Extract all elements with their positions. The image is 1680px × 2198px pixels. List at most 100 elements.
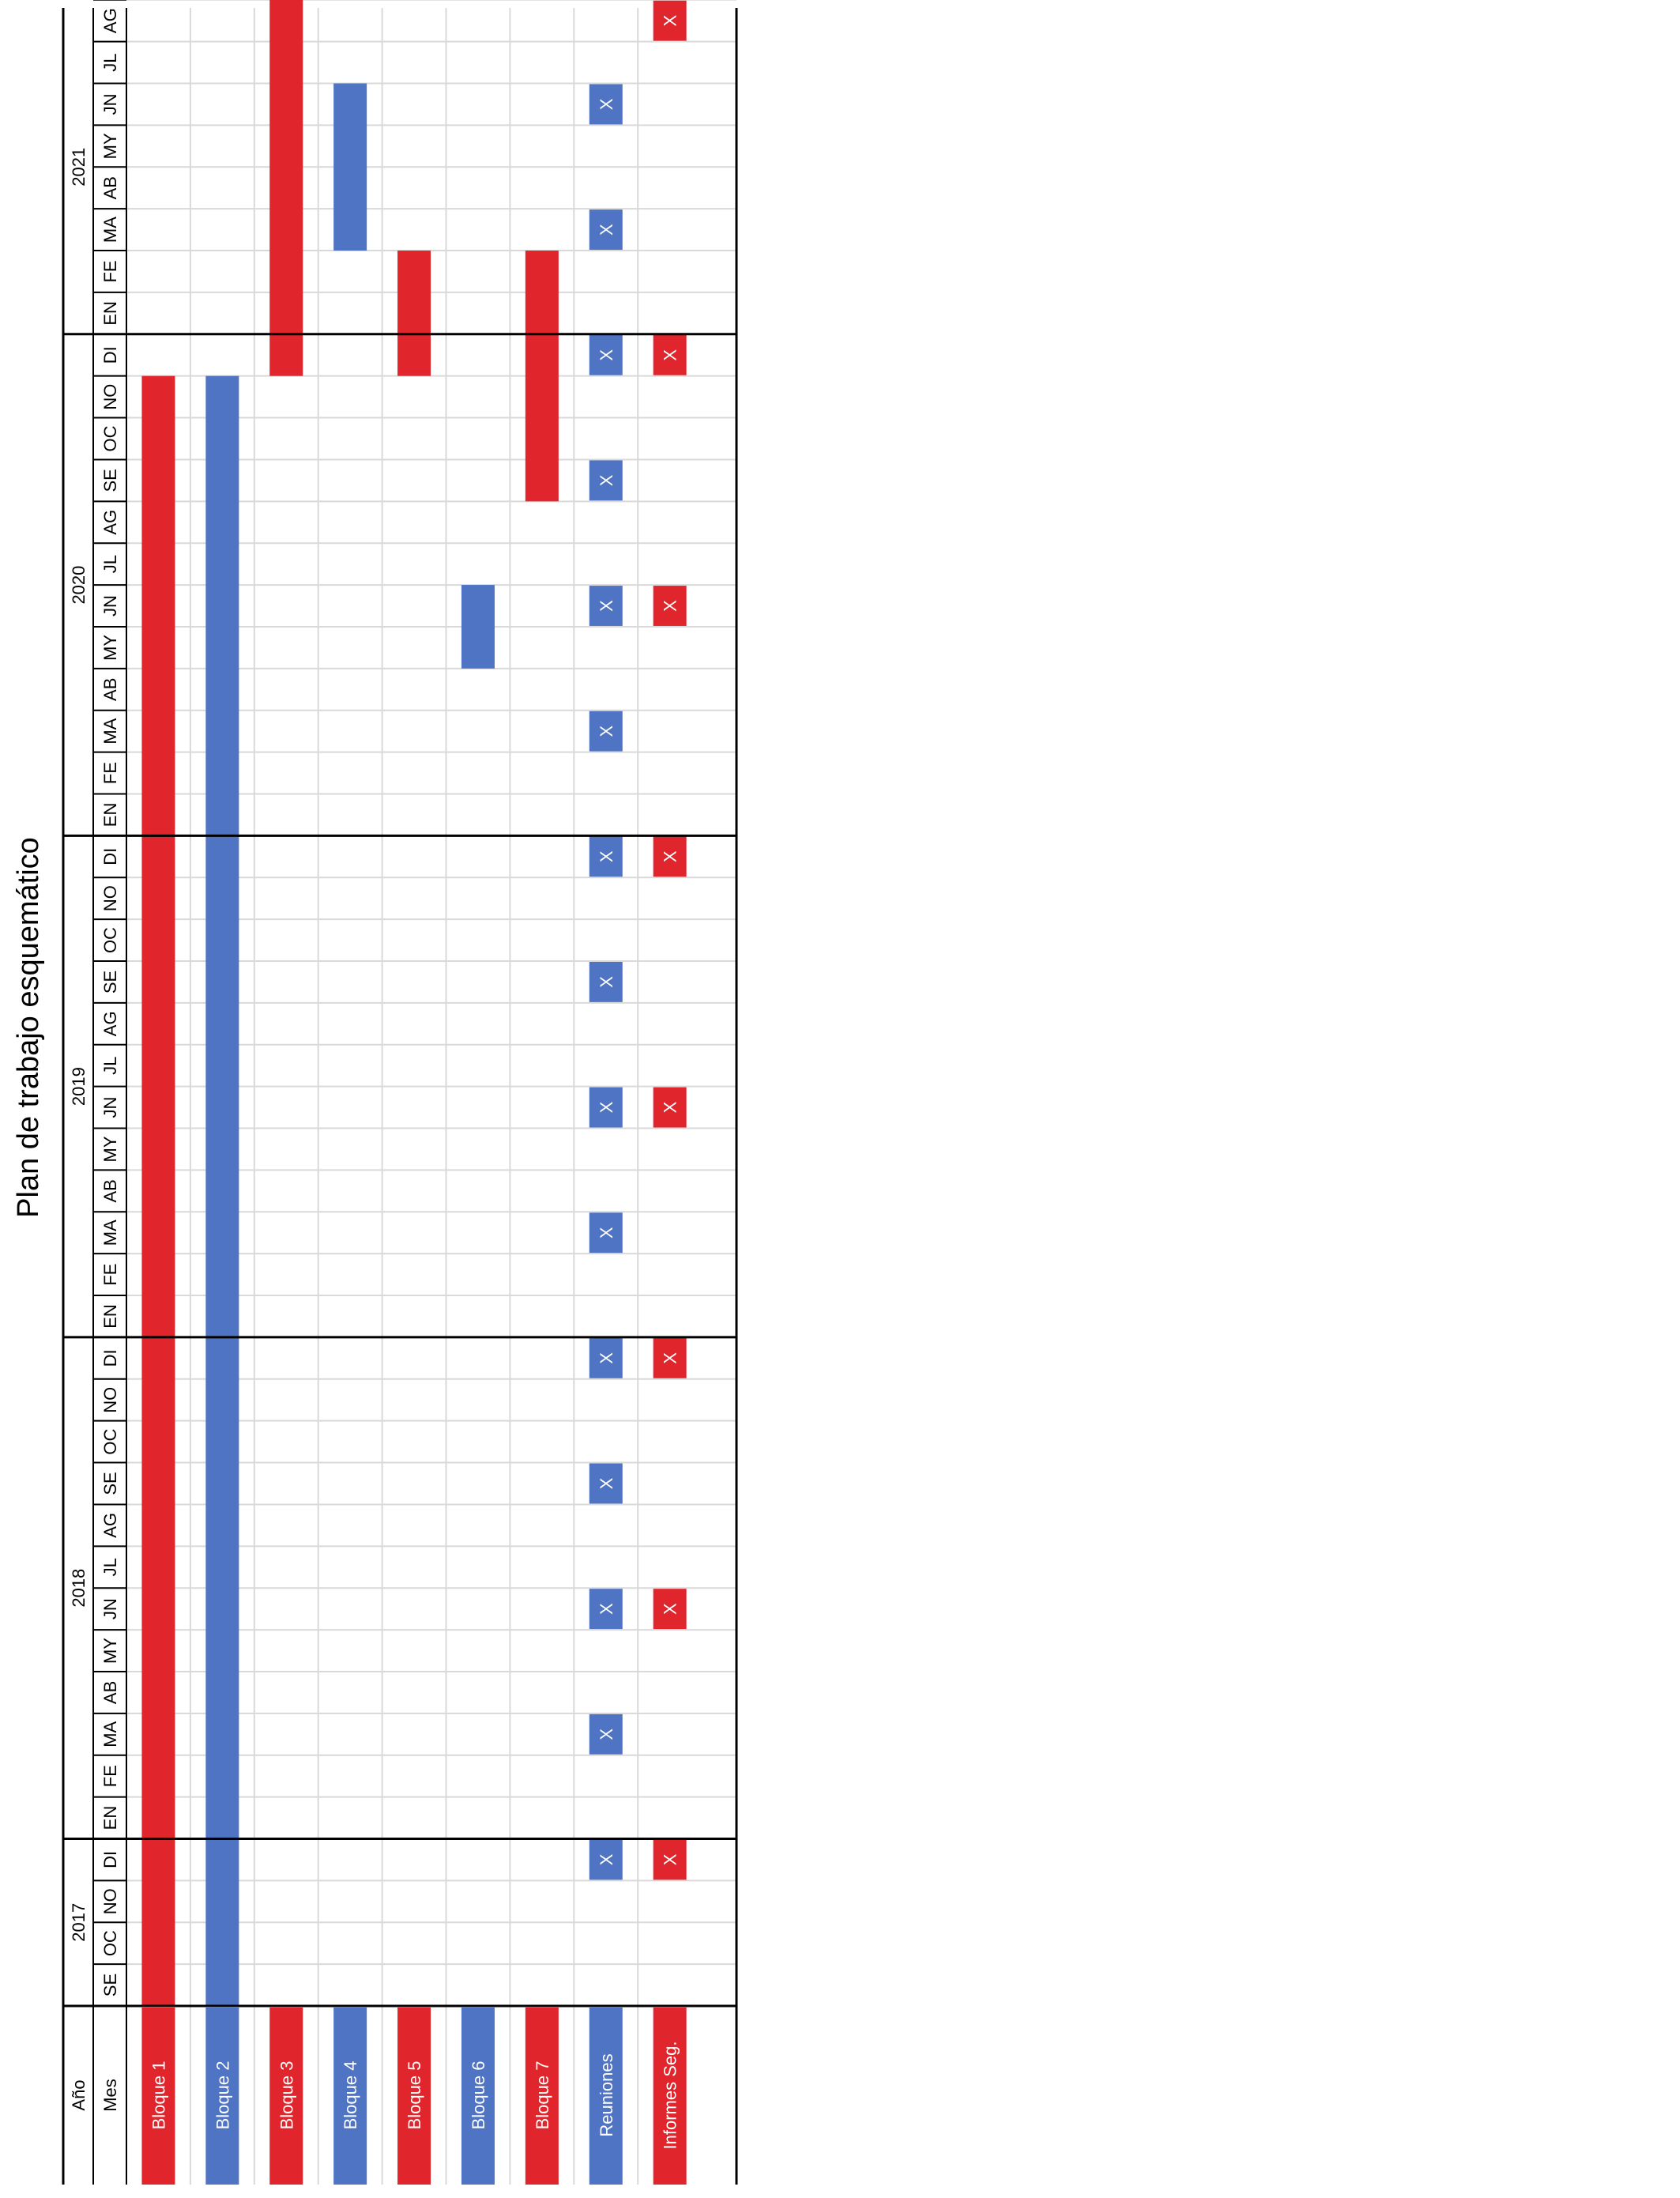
month-label: AB [100, 176, 120, 199]
milestone-label: X [597, 850, 616, 862]
milestone-mark [653, 1337, 687, 1378]
month-label: MY [100, 1136, 120, 1162]
month-label: MA [100, 1220, 120, 1246]
task-label-bg [525, 2008, 559, 2185]
month-label: SE [100, 469, 120, 492]
month-label: DI [100, 1349, 120, 1367]
task-bar [461, 585, 495, 669]
year-label: 2021 [69, 148, 89, 187]
month-label: FE [100, 1765, 120, 1787]
milestone-mark [589, 1337, 623, 1378]
month-label: JN [100, 1598, 120, 1619]
month-label: DI [100, 848, 120, 865]
month-label: SE [100, 1974, 120, 1996]
milestone-label: X [661, 850, 680, 862]
milestone-label: X [597, 976, 616, 988]
milestone-mark [653, 1589, 687, 1630]
milestone-label: X [597, 1603, 616, 1615]
task-label-bg [653, 2008, 687, 2185]
task-label-bg [333, 2008, 367, 2185]
milestone-label: X [661, 349, 680, 361]
chart-title-area: Plan de trabajo esquemático [0, 0, 63, 2194]
milestone-label: X [597, 600, 616, 612]
task-bar [269, 0, 303, 376]
milestone-mark [589, 84, 623, 125]
month-label: NO [100, 1888, 120, 1914]
chart-title: Plan de trabajo esquemático [12, 837, 45, 1218]
month-label: SE [100, 1472, 120, 1495]
month-label: OC [100, 1429, 120, 1455]
task-label-bg [269, 2008, 303, 2185]
milestone-label: X [597, 98, 616, 110]
milestone-mark [589, 1212, 623, 1254]
milestone-label: X [661, 600, 680, 612]
task-label-bg [205, 2008, 239, 2185]
month-label: FE [100, 1264, 120, 1286]
month-label: JL [100, 1558, 120, 1576]
month-label: EN [100, 1806, 120, 1830]
month-label: SE [100, 971, 120, 993]
milestone-mark [589, 962, 623, 1002]
milestone-mark [589, 1463, 623, 1504]
year-label: 2017 [69, 1903, 89, 1942]
task-bar [141, 375, 175, 2007]
month-label: MA [100, 1721, 120, 1747]
milestone-mark [653, 1839, 687, 1880]
month-label: JN [100, 94, 120, 115]
milestone-mark [589, 1714, 623, 1755]
month-label: AG [100, 510, 120, 535]
month-label: OC [100, 1930, 120, 1956]
month-label: AG [100, 1513, 120, 1538]
task-label: Bloque 1 [149, 2061, 168, 2130]
task-label: Bloque 7 [533, 2061, 552, 2130]
milestone-label: X [597, 349, 616, 361]
milestone-mark [589, 711, 623, 752]
task-label: Bloque 6 [469, 2061, 488, 2130]
milestone-mark [589, 460, 623, 501]
task-bar [397, 251, 431, 376]
month-label: NO [100, 384, 120, 410]
month-label: AG [100, 8, 120, 33]
task-label-bg [141, 2008, 175, 2185]
month-label: MY [100, 1638, 120, 1664]
month-label: AG [100, 1011, 120, 1036]
month-label: JL [100, 555, 120, 573]
milestone-mark [653, 1087, 687, 1128]
milestone-label: X [661, 1603, 680, 1615]
month-label: EN [100, 803, 120, 828]
milestone-label: X [661, 15, 680, 27]
month-label: OC [100, 425, 120, 451]
task-bar [333, 83, 367, 251]
month-label: DI [100, 1851, 120, 1868]
milestone-label: X [661, 1101, 680, 1113]
task-label: Bloque 2 [213, 2061, 232, 2130]
task-label: Reuniones [597, 2053, 616, 2136]
month-label: AB [100, 1681, 120, 1704]
month-label: AB [100, 678, 120, 701]
month-label: DI [100, 346, 120, 364]
milestone-mark [589, 209, 623, 251]
month-label: JN [100, 595, 120, 616]
milestone-mark [589, 586, 623, 626]
month-label: MA [100, 217, 120, 243]
milestone-mark [653, 586, 687, 626]
year-label: 2019 [69, 1067, 89, 1106]
task-bar [205, 375, 239, 2007]
milestone-mark [653, 0, 687, 41]
task-label: Bloque 4 [341, 2061, 360, 2130]
month-label: NO [100, 885, 120, 911]
milestone-mark [589, 836, 623, 877]
month-label: JL [100, 53, 120, 71]
task-label: Bloque 3 [277, 2061, 296, 2130]
milestone-label: X [597, 1477, 616, 1489]
milestone-label: X [597, 474, 616, 486]
task-label-bg [589, 2008, 623, 2185]
month-header: Mes [100, 2079, 120, 2112]
month-label: EN [100, 301, 120, 326]
milestone-label: X [661, 1853, 680, 1865]
task-label-bg [461, 2008, 495, 2185]
month-label: MY [100, 635, 120, 661]
year-header: Año [69, 2079, 89, 2110]
milestone-label: X [597, 1227, 616, 1238]
milestone-label: X [661, 1352, 680, 1364]
